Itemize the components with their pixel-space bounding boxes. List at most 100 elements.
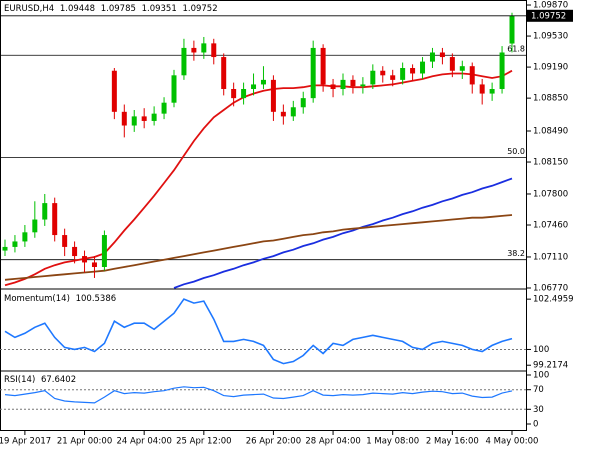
candle-body [161, 102, 167, 114]
fib-label: 38.2 [507, 249, 525, 258]
y-tick-label: 1.09530 [533, 32, 568, 42]
candle-body [340, 79, 346, 90]
candle-body [2, 246, 8, 251]
candle-body [410, 68, 416, 74]
x-tick-label: 21 Apr 00:00 [57, 437, 112, 447]
y-tick-label: 1.07800 [533, 189, 568, 199]
chart-header: EURUSD,H4 1.09448 1.09785 1.09351 1.0975… [4, 4, 218, 14]
x-tick-label: 25 Apr 12:00 [176, 437, 231, 447]
candle-body [400, 68, 406, 80]
y-tick-label: 100 [533, 371, 549, 381]
momentum-last: 100.5386 [76, 294, 117, 304]
price-box [527, 9, 573, 22]
fib-label: 50.0 [507, 147, 525, 156]
candle-body [91, 262, 97, 268]
candle-body [22, 232, 28, 242]
candle-body [151, 113, 157, 121]
candle-body [370, 70, 376, 85]
y-tick-label: 1.08490 [533, 126, 568, 136]
candle-body [380, 70, 386, 76]
x-tick-label: 2 May 16:00 [426, 437, 479, 447]
y-tick-label: 1.08850 [533, 94, 568, 104]
last-high: 1.09785 [101, 4, 136, 14]
y-tick-label: 102.4959 [533, 295, 574, 305]
candle-body [449, 57, 455, 71]
last-low: 1.09351 [142, 4, 177, 14]
candle-body [260, 79, 266, 85]
candle-body [270, 79, 276, 112]
y-tick-label: 1.09870 [533, 1, 568, 11]
rsi-line [4, 386, 513, 404]
candle-body [181, 47, 187, 76]
y-tick-label: 70 [533, 385, 544, 395]
y-tick-label: 1.07110 [533, 252, 568, 262]
candle-body [300, 98, 306, 108]
price-box-label: 1.09752 [531, 11, 566, 21]
candle-body [101, 235, 107, 268]
candle-body [111, 70, 117, 112]
x-tick-label: 4 May 00:00 [486, 437, 539, 447]
y-tick-label: 1.09190 [533, 63, 568, 73]
candle-body [171, 75, 177, 103]
x-tick-label: 28 Apr 04:00 [305, 437, 360, 447]
candle-body [459, 66, 465, 71]
candle-body [509, 15, 515, 44]
candle-body [141, 116, 147, 121]
rsi-name: RSI(14) [4, 375, 35, 385]
candle-body [420, 61, 426, 74]
candle-body [330, 84, 336, 90]
x-tick-label: 1 May 08:00 [366, 437, 419, 447]
candle-body [131, 116, 137, 126]
candle-body [290, 107, 296, 117]
candle-body [231, 89, 237, 99]
candle-body [360, 84, 366, 87]
y-tick-label: 1.06770 [533, 284, 568, 294]
rsi-last: 67.6402 [41, 375, 76, 385]
x-tick-label: 19 Apr 2017 [0, 437, 51, 447]
y-tick-label: 30 [533, 405, 544, 415]
candle-body [439, 52, 445, 58]
candle-body [489, 89, 495, 94]
moving-average [173, 177, 513, 289]
candle-body [469, 66, 475, 85]
x-tick-label: 26 Apr 20:00 [246, 437, 301, 447]
momentum-title: Momentum(14) 100.5386 [4, 294, 116, 304]
y-tick-label: 1.07460 [533, 221, 568, 231]
fib-label: 61.8 [507, 45, 525, 54]
moving-average [4, 214, 513, 281]
candle-body [499, 52, 505, 90]
candle-body [82, 256, 88, 263]
symbol: EURUSD,H4 [4, 4, 54, 14]
candle-body [191, 47, 197, 53]
candle-body [42, 203, 48, 220]
candle-body [62, 235, 68, 247]
candle-body [221, 57, 227, 90]
y-tick-label: 1.08150 [533, 158, 568, 168]
candle-body [211, 43, 217, 58]
candle-body [350, 79, 356, 87]
candle-body [32, 219, 38, 233]
rsi-title: RSI(14) 67.6402 [4, 375, 76, 385]
candle-body [310, 47, 316, 99]
y-tick-label: 100 [533, 345, 549, 355]
momentum-line [4, 298, 513, 365]
candle-body [121, 111, 127, 126]
candle-body [280, 111, 286, 117]
last-close: 1.09752 [182, 4, 217, 14]
moving-average [4, 69, 513, 287]
candle-body [251, 84, 257, 90]
candle-body [390, 75, 396, 80]
candle-body [52, 203, 58, 236]
y-tick-label: 0 [533, 420, 538, 430]
candle-body [201, 43, 207, 53]
candle-body [241, 89, 247, 99]
plot-frame [0, 0, 527, 431]
candle-body [320, 47, 326, 85]
momentum-name: Momentum(14) [4, 294, 70, 304]
y-tick-label: 99.2174 [533, 361, 568, 371]
last-open: 1.09448 [60, 4, 95, 14]
candle-body [12, 241, 18, 247]
candle-body [72, 246, 78, 257]
x-tick-label: 24 Apr 04:00 [116, 437, 171, 447]
